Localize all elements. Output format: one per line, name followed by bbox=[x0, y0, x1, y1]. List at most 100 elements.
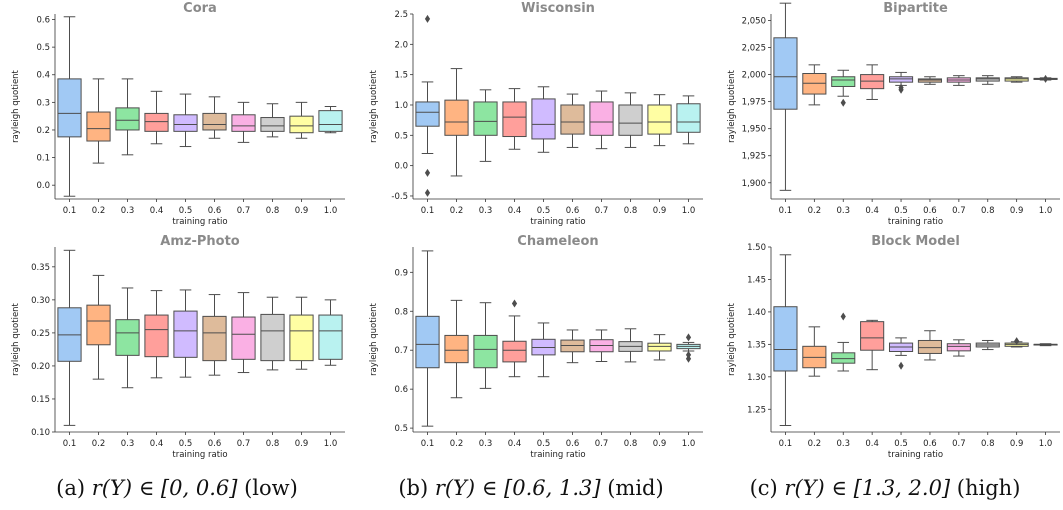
box-body bbox=[260, 313, 285, 362]
y-tick-label: 1,900 bbox=[742, 179, 766, 189]
y-tick-label: 1.40 bbox=[747, 308, 766, 318]
x-tick-label: 0.3 bbox=[121, 439, 135, 449]
chart-title: Chameleon bbox=[517, 234, 598, 249]
y-tick-label: 1,925 bbox=[742, 152, 766, 162]
box-0.5 bbox=[888, 337, 914, 370]
box-body bbox=[975, 77, 1000, 82]
box-0.8 bbox=[618, 328, 643, 363]
y-tick-label: 0.9 bbox=[394, 268, 408, 278]
x-tick-label: 0.2 bbox=[450, 206, 464, 216]
x-axis-label: training ratio bbox=[172, 450, 227, 460]
x-tick-label: 0.4 bbox=[508, 206, 522, 216]
box-0.3 bbox=[473, 89, 498, 162]
box-body bbox=[318, 314, 343, 360]
x-tick-label: 0.3 bbox=[479, 206, 493, 216]
y-axis-label: rayleigh quotient bbox=[11, 69, 21, 142]
box-body bbox=[144, 112, 169, 132]
box-0.6 bbox=[560, 329, 585, 364]
chart-title: Wisconsin bbox=[521, 1, 595, 16]
panel-4: Chameleon 0.5 0.6 0.7 0.8 0.9 rayleigh quotien… bbox=[369, 234, 703, 460]
outlier-point bbox=[1014, 337, 1020, 346]
figure-canvas: Cora 0.0 0.1 0.2 0.3 0.4 0.5 0.6 rayleigh quotie… bbox=[11, 1, 1060, 460]
x-tick-label: 0.9 bbox=[653, 206, 667, 216]
box-0.6 bbox=[202, 96, 227, 139]
box-0.4 bbox=[144, 90, 169, 145]
box-0.7 bbox=[231, 292, 256, 374]
box-body bbox=[917, 78, 943, 83]
x-tick-label: 0.8 bbox=[266, 439, 280, 449]
box-0.5 bbox=[531, 86, 556, 153]
box-0.4 bbox=[502, 88, 527, 150]
x-tick-label: 1.0 bbox=[1039, 439, 1053, 449]
box-body bbox=[86, 111, 111, 142]
box-1.0 bbox=[1033, 74, 1058, 83]
box-body bbox=[618, 104, 643, 136]
box-body bbox=[173, 114, 198, 132]
box-1.0 bbox=[1033, 343, 1058, 347]
y-tick-label: 2.0 bbox=[394, 40, 408, 50]
box-0.1 bbox=[57, 249, 82, 426]
x-tick-label: 0.9 bbox=[653, 439, 667, 449]
x-tick-label: 0.8 bbox=[981, 439, 995, 449]
box-body bbox=[802, 73, 827, 95]
box-body bbox=[917, 339, 943, 354]
x-tick-label: 0.6 bbox=[208, 439, 222, 449]
x-tick-label: 0.1 bbox=[421, 439, 435, 449]
caption-a: (a) r(Y) ∈ [0, 0.6] (low) bbox=[0, 476, 354, 500]
box-body bbox=[231, 114, 256, 132]
x-tick-label: 0.3 bbox=[121, 206, 135, 216]
box-0.1 bbox=[773, 254, 798, 427]
box-0.9 bbox=[1004, 76, 1029, 83]
box-0.7 bbox=[946, 339, 971, 357]
y-tick-label: 0.30 bbox=[31, 296, 50, 306]
outlier-point bbox=[685, 333, 692, 342]
box-body bbox=[888, 76, 914, 83]
box-body bbox=[560, 104, 585, 135]
box-body bbox=[173, 310, 198, 358]
box-body bbox=[1004, 77, 1029, 82]
box-body bbox=[444, 99, 469, 136]
x-tick-label: 0.9 bbox=[295, 206, 309, 216]
box-body bbox=[415, 315, 440, 369]
box-0.9 bbox=[647, 334, 672, 361]
box-0.8 bbox=[618, 92, 643, 148]
panel-2: Bipartite 1,900 1,925 1,950 1,975 2,000 2,025 2… bbox=[727, 1, 1060, 227]
box-0.5 bbox=[531, 322, 556, 378]
outlier-point bbox=[424, 188, 431, 197]
x-tick-label: 0.2 bbox=[808, 206, 822, 216]
x-tick-label: 0.5 bbox=[179, 206, 193, 216]
x-tick-label: 0.2 bbox=[92, 439, 106, 449]
caption-c-prefix: (c) bbox=[749, 476, 785, 500]
box-body bbox=[202, 315, 227, 362]
y-tick-label: 0.10 bbox=[31, 428, 50, 438]
box-body bbox=[831, 352, 856, 364]
x-tick-label: 0.8 bbox=[624, 439, 638, 449]
box-0.7 bbox=[589, 90, 614, 150]
caption-a-prefix: (a) bbox=[56, 476, 92, 500]
y-tick-label: 0.35 bbox=[31, 263, 50, 273]
y-tick-label: 1.35 bbox=[747, 340, 766, 350]
box-body bbox=[260, 117, 285, 132]
x-tick-label: 0.6 bbox=[923, 206, 937, 216]
y-tick-label: 0.25 bbox=[31, 329, 50, 339]
box-body bbox=[202, 112, 227, 131]
y-axis-label: rayleigh quotient bbox=[369, 69, 379, 142]
x-tick-label: 0.4 bbox=[150, 439, 164, 449]
caption-b-suffix: (mid) bbox=[600, 476, 664, 500]
x-tick-label: 0.9 bbox=[1010, 439, 1024, 449]
y-tick-label: 0.0 bbox=[36, 181, 50, 191]
x-tick-label: 0.4 bbox=[865, 206, 879, 216]
box-0.3 bbox=[115, 78, 140, 156]
box-0.9 bbox=[289, 101, 314, 139]
box-body bbox=[231, 316, 256, 360]
x-tick-label: 0.2 bbox=[92, 206, 106, 216]
box-body bbox=[676, 103, 701, 133]
y-tick-label: 0.3 bbox=[36, 98, 50, 108]
x-axis-label: training ratio bbox=[888, 450, 943, 460]
x-tick-label: 0.9 bbox=[1010, 206, 1024, 216]
box-body bbox=[473, 101, 498, 136]
box-body bbox=[589, 101, 614, 136]
box-0.1 bbox=[415, 14, 440, 197]
box-body bbox=[946, 343, 971, 352]
x-tick-label: 0.6 bbox=[566, 206, 580, 216]
